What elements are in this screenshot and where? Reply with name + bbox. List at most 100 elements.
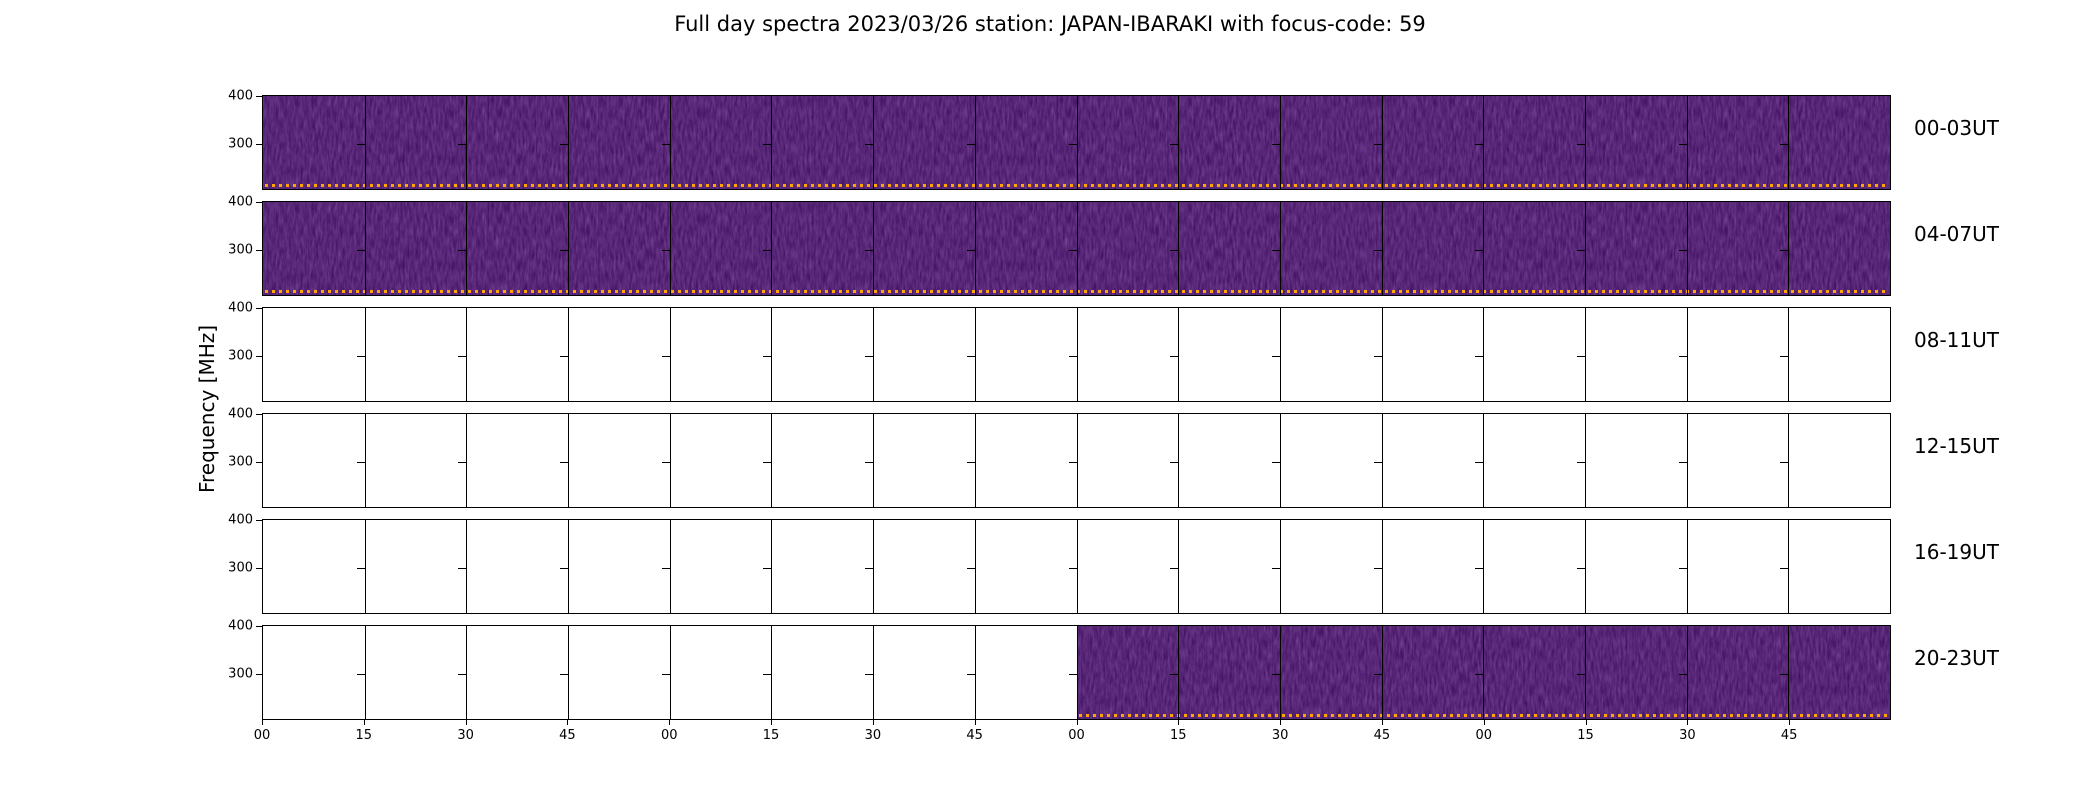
segment-y-tick [1576,144,1585,146]
figure-title: Full day spectra 2023/03/26 station: JAP… [674,12,1426,36]
segment-boundary [873,96,875,189]
x-tick-label: 45 [1373,728,1391,743]
segment-y-tick [1678,674,1687,676]
y-tick-label: 400 [228,300,253,316]
y-tick-mark [256,308,263,309]
segment-boundary [1483,414,1485,507]
segment-y-tick [458,250,467,252]
segment-y-tick [1271,356,1280,358]
segment-y-tick [966,462,975,464]
row-time-label: 20-23UT [1914,646,1999,670]
segment-y-tick [458,462,467,464]
segment-boundary [771,626,773,719]
segment-boundary [974,626,976,719]
y-tick-label: 400 [228,194,253,210]
segment-y-tick [763,356,772,358]
row-time-label: 16-19UT [1914,540,1999,564]
segment-boundary [1178,414,1180,507]
segment-boundary [669,96,671,189]
segment-y-tick [1170,144,1179,146]
segment-y-tick [1170,674,1179,676]
segment-boundary [1483,202,1485,295]
x-tick-mark [1789,720,1791,725]
segment-y-tick [356,462,365,464]
segment-boundary [669,202,671,295]
segment-y-tick [458,568,467,570]
segment-boundary [1279,202,1281,295]
segment-boundary [1381,414,1383,507]
x-tick-mark [872,720,874,725]
segment-y-tick [356,144,365,146]
segment-y-tick [966,674,975,676]
segment-y-tick [966,356,975,358]
x-tick-label: 30 [1679,728,1696,743]
segment-boundary [873,202,875,295]
segment-y-tick [1068,356,1077,358]
segment-boundary [669,520,671,613]
segment-boundary [1483,626,1485,719]
segment-y-tick [763,250,772,252]
segment-boundary [364,626,366,719]
segment-y-tick [1271,144,1280,146]
segment-y-tick [865,674,874,676]
segment-y-tick [1780,674,1789,676]
segment-boundary [974,96,976,189]
segment-y-tick [865,568,874,570]
segment-y-tick [1475,250,1484,252]
y-tick-label: 300 [228,242,253,258]
segment-boundary [568,96,570,189]
segment-y-tick [966,144,975,146]
segment-boundary [771,520,773,613]
x-tick-label: 00 [1068,728,1085,743]
segment-y-tick [1780,250,1789,252]
segment-boundary [466,96,468,189]
segment-y-tick [865,250,874,252]
segment-boundary [771,202,773,295]
segment-y-tick [661,462,670,464]
x-tick-mark [669,720,671,725]
x-tick-label: 00 [660,728,678,743]
segment-boundary [1381,308,1383,401]
segment-y-tick [1271,250,1280,252]
segment-y-tick [661,356,670,358]
segment-boundary [364,414,366,507]
segment-boundary [1788,96,1790,189]
segment-boundary [1788,202,1790,295]
y-tick-label: 300 [228,136,253,152]
segment-boundary [466,202,468,295]
y-tick-mark [256,674,263,676]
segment-boundary [669,414,671,507]
segment-y-tick [966,250,975,252]
segment-boundary [1076,626,1078,719]
segment-boundary [568,626,570,719]
segment-y-tick [1780,144,1789,146]
y-tick-label: 400 [228,406,253,422]
segment-boundary [364,308,366,401]
segment-boundary [974,414,976,507]
segment-y-tick [560,462,569,464]
segment-boundary [1483,308,1485,401]
segment-boundary [1076,520,1078,613]
y-tick-mark [256,462,263,464]
segment-y-tick [560,568,569,570]
segment-boundary [364,520,366,613]
segment-y-tick [1271,674,1280,676]
x-tick-label: 00 [1475,728,1493,743]
spectra-panel-16-19ut: 400 300 16-19UT [228,513,1999,614]
segment-boundary [1381,626,1383,719]
x-tick-mark [465,720,467,725]
spectra-panel-00-03ut: 400 300 00-03UT [228,89,1999,190]
segment-y-tick [1576,568,1585,570]
segment-boundary [1279,520,1281,613]
segment-y-tick [1170,462,1179,464]
x-tick-mark [1280,720,1282,725]
x-tick-mark [1687,720,1689,725]
spectra-panel-08-11ut: 400 300 08-11UT [228,301,1999,402]
row-time-label: 12-15UT [1914,434,1999,458]
segment-y-tick [560,144,569,146]
y-tick-label: 300 [228,560,253,576]
x-tick-mark [567,720,569,725]
segment-y-tick [1576,250,1585,252]
segment-boundary [974,308,976,401]
